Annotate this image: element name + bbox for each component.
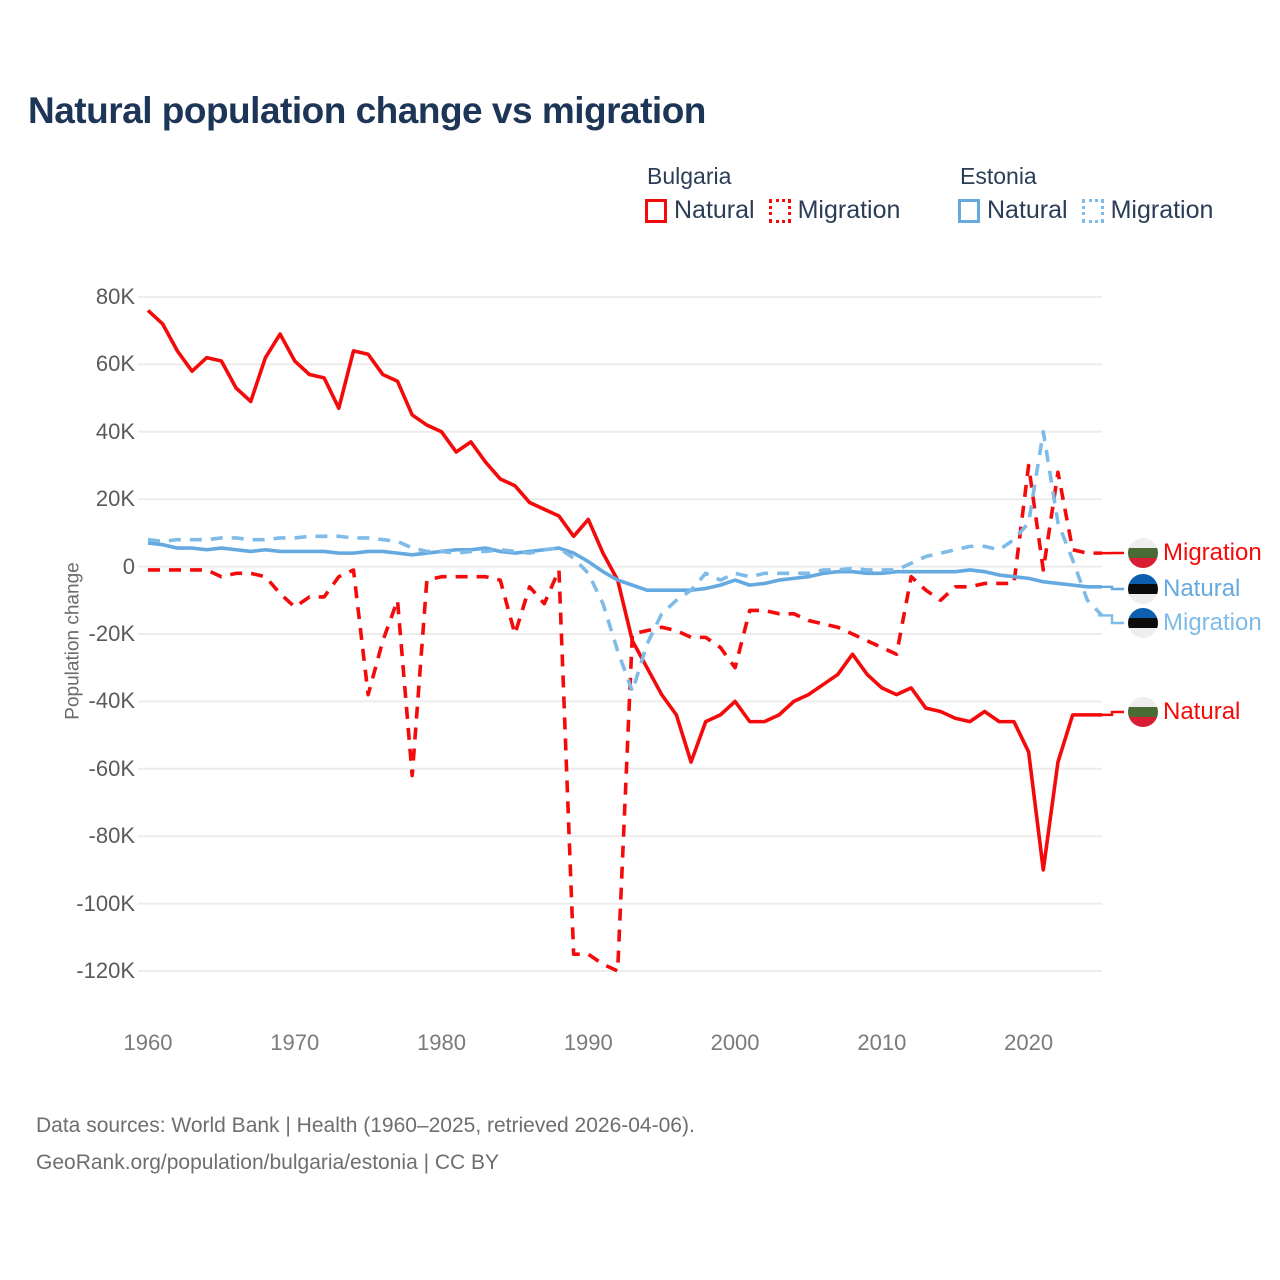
legend-item-label: Natural <box>987 196 1068 224</box>
legend-item-label: Natural <box>674 196 755 224</box>
series-line-estonia-migration <box>147 429 1104 694</box>
end-label-ee-natural[interactable]: Natural <box>1128 574 1240 604</box>
x-axis-tick-label: 2000 <box>710 1030 760 1055</box>
x-axis-tick-label: 2010 <box>857 1030 907 1055</box>
y-axis-tick-label: 80K <box>95 284 135 309</box>
footer-line-sources: Data sources: World Bank | Health (1960–… <box>36 1114 695 1137</box>
y-axis-tick-label: 60K <box>95 351 135 377</box>
page-title: Natural population change vs migration <box>28 90 706 131</box>
x-axis-tick-label: 2020 <box>1004 1030 1054 1055</box>
y-axis-tick-label: -100K <box>76 890 135 916</box>
legend-swatch-solid-icon <box>645 198 667 223</box>
legend-item-bulgaria-migration[interactable]: Migration <box>768 196 901 225</box>
series-line-estonia-natural <box>147 541 1102 592</box>
legend-group-estonia: Estonia Natural Migration <box>958 163 1213 225</box>
legend-swatch-dotted-icon <box>1081 198 1104 223</box>
legend-swatch-dotted-icon <box>768 198 791 223</box>
end-label-ee-migration[interactable]: Migration <box>1128 608 1262 638</box>
flag-icon-bg <box>1128 697 1158 727</box>
legend-item-estonia-natural[interactable]: Natural <box>958 196 1068 225</box>
y-axis-tick-label: -40K <box>88 688 135 714</box>
legend-item-label: Migration <box>1110 196 1214 224</box>
flag-icon-ee <box>1128 608 1158 638</box>
end-label-leader <box>1098 585 1124 591</box>
end-label-bg-migration[interactable]: Migration <box>1128 538 1262 568</box>
legend-item-bulgaria-natural[interactable]: Natural <box>645 196 755 225</box>
legend-group-bulgaria: Bulgaria Natural Migration <box>645 163 900 225</box>
end-label-bg-natural[interactable]: Natural <box>1128 697 1240 727</box>
legend-item-label: Migration <box>797 196 901 224</box>
legend-swatch-solid-icon <box>958 198 980 223</box>
footer-attribution: Data sources: World Bank | Health (1960–… <box>36 1108 695 1182</box>
flag-icon-ee <box>1128 574 1158 604</box>
x-axis-tick-label: 1970 <box>270 1030 320 1055</box>
y-axis-tick-label: 20K <box>95 486 135 512</box>
x-axis-tick-label: 1990 <box>563 1030 613 1055</box>
end-label-text: Natural <box>1163 575 1241 602</box>
legend-group-title: Bulgaria <box>647 163 732 189</box>
y-axis-tick-label: 0 <box>122 553 135 579</box>
end-label-leader <box>1098 614 1124 625</box>
y-axis-tick-label: 40K <box>95 418 135 444</box>
y-axis-tick-label: -120K <box>76 958 135 983</box>
footer-line-url: GeoRank.org/population/bulgaria/estonia … <box>36 1150 500 1174</box>
end-label-text: Natural <box>1163 698 1241 725</box>
series-line-bulgaria-natural <box>146 309 1102 872</box>
y-axis-tick-label: -60K <box>88 755 135 781</box>
series-line-bulgaria-migration <box>148 463 1102 973</box>
y-axis-tick-label: -80K <box>88 823 135 849</box>
y-axis-tick-label: -20K <box>88 621 135 646</box>
end-label-text: Migration <box>1163 539 1262 566</box>
end-label-text: Migration <box>1163 609 1262 636</box>
end-label-leader <box>1098 710 1124 717</box>
x-axis-tick-label: 1960 <box>123 1030 173 1055</box>
legend-group-title: Estonia <box>960 163 1037 189</box>
flag-icon-bg <box>1128 538 1158 568</box>
legend-item-estonia-migration[interactable]: Migration <box>1081 196 1214 225</box>
x-axis-tick-label: 1980 <box>417 1030 467 1055</box>
